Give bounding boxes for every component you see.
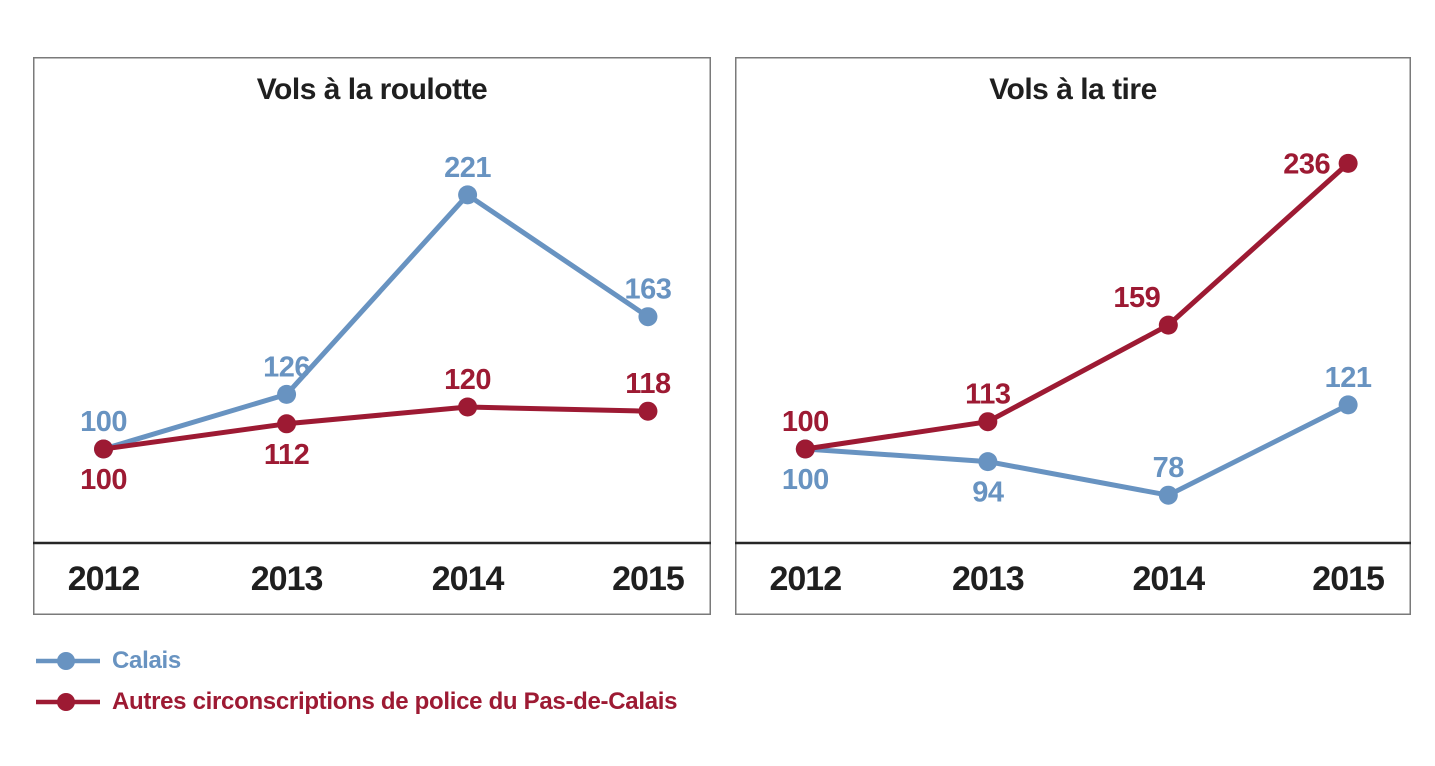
- x-tick-label: 2012: [68, 560, 140, 598]
- chart-border: [33, 57, 711, 615]
- data-label-autres: 120: [444, 364, 491, 396]
- x-tick-label: 2015: [1312, 560, 1384, 598]
- x-tick-label: 2013: [952, 560, 1024, 598]
- x-tick-label: 2014: [1132, 560, 1205, 598]
- data-point-calais: [458, 185, 478, 205]
- series-line-autres: [101, 404, 651, 452]
- plot-layer: 2012 2013 2014 2015 100 94 78 121 100 113 159 236: [769, 148, 1385, 598]
- data-point-calais: [978, 452, 998, 472]
- legend: Calais Autres circonscriptions de police …: [36, 646, 677, 728]
- data-point-autres: [458, 397, 478, 417]
- data-label-autres: 236: [1283, 148, 1330, 180]
- data-point-autres: [638, 401, 658, 421]
- data-label-calais: 126: [263, 351, 310, 383]
- x-tick-label: 2014: [432, 560, 505, 598]
- data-label-calais: 221: [444, 152, 491, 184]
- chart-vols-a-la-tire: Vols à la tire 2012 2013 2014 2015 100 94 78 12…: [735, 57, 1411, 615]
- chart-vols-a-la-roulotte: Vols à la roulotte 2012 2013 2014 2015 100 12…: [33, 57, 711, 615]
- data-label-calais: 100: [782, 464, 829, 496]
- legend-label: Autres circonscriptions de police du Pas…: [112, 688, 678, 715]
- chart-svg-tire: Vols à la tire 2012 2013 2014 2015 100 94 78 12…: [735, 57, 1411, 615]
- data-label-autres: 118: [625, 368, 671, 400]
- chart-title: Vols à la tire: [989, 73, 1157, 106]
- data-point-calais: [1338, 395, 1358, 415]
- data-label-autres: 100: [80, 464, 127, 496]
- data-point-calais: [1158, 485, 1178, 505]
- data-label-calais: 100: [80, 406, 127, 438]
- chart-svg-roulotte: Vols à la roulotte 2012 2013 2014 2015 100 12…: [33, 57, 711, 615]
- data-label-calais: 78: [1153, 452, 1185, 484]
- data-label-autres: 159: [1113, 282, 1160, 314]
- data-label-calais: 94: [972, 477, 1004, 509]
- data-label-autres: 100: [782, 406, 829, 438]
- data-point-autres: [94, 439, 114, 459]
- data-label-autres: 112: [264, 439, 309, 471]
- chart-title: Vols à la roulotte: [257, 73, 488, 106]
- data-point-calais: [638, 307, 658, 327]
- series-line-calais: [101, 192, 651, 452]
- data-point-autres: [795, 439, 815, 459]
- data-label-autres: 113: [965, 379, 1011, 411]
- data-label-calais: 121: [1325, 362, 1372, 394]
- legend-item-calais: Calais: [36, 646, 677, 676]
- data-point-autres: [1338, 153, 1358, 173]
- data-point-calais: [277, 384, 297, 404]
- data-point-autres: [978, 412, 998, 432]
- x-tick-label: 2015: [612, 560, 684, 598]
- legend-marker-icon: [36, 693, 100, 711]
- plot-layer: 2012 2013 2014 2015 100 126 221 163 100 112 120 118: [68, 152, 685, 598]
- x-tick-label: 2013: [251, 560, 323, 598]
- legend-label: Calais: [112, 647, 181, 674]
- series-line-autres: [802, 160, 1351, 452]
- data-point-autres: [277, 414, 297, 434]
- series-line-calais: [802, 402, 1351, 498]
- data-label-calais: 163: [625, 274, 672, 306]
- legend-item-autres: Autres circonscriptions de police du Pas…: [36, 687, 677, 717]
- data-point-autres: [1158, 315, 1178, 335]
- legend-marker-icon: [36, 652, 100, 670]
- x-tick-label: 2012: [769, 560, 841, 598]
- chart-border: [735, 57, 1411, 615]
